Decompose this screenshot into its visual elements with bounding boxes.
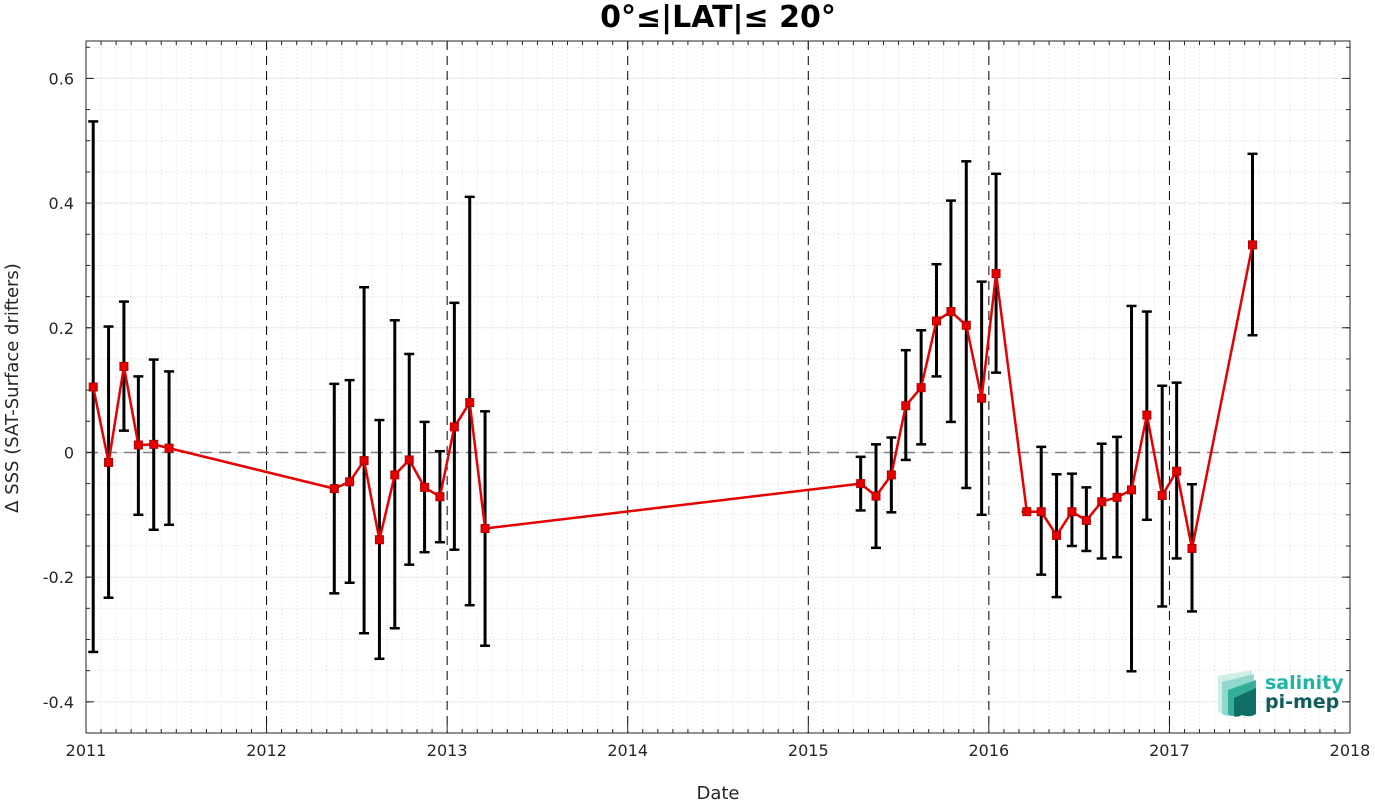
data-point bbox=[104, 457, 114, 467]
y-tick-label: 0.4 bbox=[49, 194, 74, 213]
data-point bbox=[1172, 466, 1182, 476]
data-point bbox=[991, 269, 1001, 279]
data-point bbox=[420, 482, 430, 492]
data-point bbox=[931, 316, 941, 326]
salinity-pimep-logo: salinity pi-mep bbox=[1218, 670, 1344, 717]
data-point bbox=[1036, 507, 1046, 517]
data-point bbox=[977, 393, 987, 403]
data-point bbox=[329, 484, 339, 494]
data-point bbox=[133, 440, 143, 450]
chart-title: 0°≤|LAT|≤ 20° bbox=[600, 0, 836, 35]
data-point bbox=[480, 524, 490, 534]
y-tick-label: 0 bbox=[64, 443, 74, 462]
data-point bbox=[88, 382, 98, 392]
data-point bbox=[149, 439, 159, 449]
data-point bbox=[1097, 497, 1107, 507]
y-tick-label: 0.6 bbox=[49, 69, 74, 88]
series-line bbox=[91, 244, 1254, 550]
data-point bbox=[1187, 543, 1197, 553]
x-axis-label: Date bbox=[696, 783, 739, 801]
data-point bbox=[404, 455, 414, 465]
data-point bbox=[359, 456, 369, 466]
x-tick-label: 2017 bbox=[1149, 741, 1190, 760]
data-point bbox=[390, 470, 400, 480]
x-tick-label: 2018 bbox=[1330, 741, 1371, 760]
data-point bbox=[961, 320, 971, 330]
data-point bbox=[374, 535, 384, 545]
data-point bbox=[1157, 490, 1167, 500]
grid bbox=[86, 41, 1350, 734]
y-axis-label: Δ SSS (SAT-Surface drifters) bbox=[2, 263, 23, 513]
data-point bbox=[1247, 240, 1257, 250]
data-point bbox=[856, 479, 866, 489]
data-point bbox=[119, 361, 129, 371]
data-point bbox=[1081, 515, 1091, 525]
y-tick-label: 0.2 bbox=[49, 319, 74, 338]
data-point bbox=[886, 470, 896, 480]
x-tick-label: 2015 bbox=[788, 741, 829, 760]
data-point bbox=[449, 422, 459, 432]
data-point bbox=[164, 443, 174, 453]
axes: 2011 2012 2013 2014 2015 2016 2017 2018 -0.4 -0.2… bbox=[43, 40, 1371, 760]
x-tick-label: 2014 bbox=[607, 741, 648, 760]
data-point bbox=[1067, 507, 1077, 517]
data-point bbox=[871, 491, 881, 501]
data-point bbox=[345, 477, 355, 487]
data-point bbox=[1052, 530, 1062, 540]
data-point bbox=[1022, 507, 1032, 517]
logo-wave-icon bbox=[1218, 670, 1256, 717]
data-point bbox=[901, 401, 911, 411]
data-point bbox=[1142, 410, 1152, 420]
data-series bbox=[88, 240, 1257, 553]
x-tick-label: 2012 bbox=[246, 741, 287, 760]
y-tick-label: -0.4 bbox=[43, 693, 74, 712]
x-tick-label: 2011 bbox=[66, 741, 107, 760]
x-tick-label: 2013 bbox=[427, 741, 468, 760]
data-point bbox=[916, 383, 926, 393]
data-point bbox=[946, 307, 956, 317]
labels: 0°≤|LAT|≤ 20° Date Δ SSS (SAT-Surface dr… bbox=[2, 0, 836, 801]
data-point bbox=[435, 492, 445, 502]
data-point bbox=[465, 398, 475, 408]
data-point bbox=[1112, 492, 1122, 502]
data-point bbox=[1127, 485, 1137, 495]
logo-text-pimep: pi-mep bbox=[1265, 691, 1339, 713]
y-tick-label: -0.2 bbox=[43, 568, 74, 587]
logo-text-salinity: salinity bbox=[1265, 672, 1344, 694]
x-tick-label: 2016 bbox=[968, 741, 1009, 760]
